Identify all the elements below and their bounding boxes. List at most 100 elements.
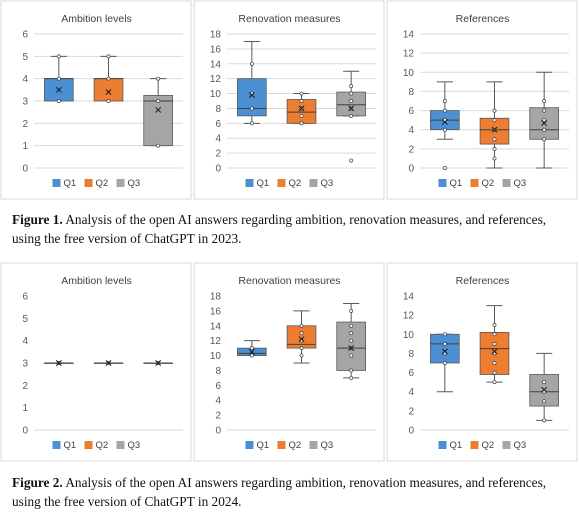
iqr-box: [143, 95, 173, 147]
data-point: [56, 99, 61, 103]
figure-2-caption-text: Analysis of the open AI answers regardin…: [12, 475, 547, 509]
y-tick-label: 0: [408, 164, 414, 175]
data-point: [349, 323, 354, 328]
mean-marker: [348, 105, 355, 112]
data-point: [156, 99, 161, 103]
y-tick-label: 12: [403, 49, 415, 60]
y-tick-label: 2: [215, 411, 221, 422]
y-tick-label: 4: [22, 74, 28, 85]
data-point: [442, 361, 447, 365]
data-point: [106, 99, 111, 103]
data-point: [56, 76, 61, 81]
y-tick-label: 16: [210, 44, 222, 55]
data-point: [249, 106, 254, 111]
y-tick-label: 18: [210, 292, 222, 303]
legend-label: Q2: [482, 178, 495, 189]
figure-2: Ambition levels 0 1 2 3 4 5 6 Q1 Q2 Q3 Renovation …: [0, 262, 579, 521]
legend-label: Q3: [128, 178, 141, 189]
legend-swatch: [277, 441, 286, 449]
mean-marker: [155, 106, 162, 113]
legend-label: Q2: [289, 440, 302, 451]
data-point: [542, 399, 547, 404]
data-point: [442, 166, 447, 170]
legend-label: Q1: [64, 178, 77, 189]
y-tick-label: 8: [408, 87, 414, 98]
data-point: [349, 368, 354, 373]
y-tick-label: 12: [210, 336, 222, 347]
data-point: [349, 375, 354, 380]
box-q2: [479, 305, 510, 385]
data-point: [542, 99, 547, 103]
y-tick-label: 0: [408, 426, 414, 437]
chart-1-1: Ambition levels 0 1 2 3 4 5 6 Q1 Q2 Q3: [0, 0, 193, 200]
chart-1-1-svg: Ambition levels 0 1 2 3 4 5 6 Q1 Q2 Q3: [0, 0, 192, 200]
y-tick-label: 12: [210, 74, 222, 85]
legend-label: Q1: [257, 440, 270, 451]
data-point: [299, 91, 304, 96]
box-q3: [529, 71, 559, 169]
y-tick-label: 18: [210, 30, 222, 41]
y-tick-label: 10: [210, 89, 222, 100]
legend-swatch: [470, 179, 479, 187]
data-point: [492, 322, 497, 327]
box-q1: [44, 54, 74, 103]
legend-item-q1: Q1: [438, 178, 462, 189]
data-point: [249, 353, 254, 358]
chart-1-3-svg: References 0 2 4 6 8 10 12 14 Q1 Q2 Q3: [386, 0, 578, 200]
y-tick-label: 6: [215, 381, 221, 392]
data-point: [299, 113, 304, 118]
y-tick-label: 1: [22, 141, 28, 152]
chart-title: Ambition levels: [61, 13, 132, 25]
data-point: [442, 341, 447, 346]
data-point: [106, 76, 111, 81]
data-point: [492, 370, 497, 375]
figure-2-caption-label: Figure 2.: [12, 475, 63, 490]
legend-label: Q3: [514, 178, 527, 189]
chart-frame: [0, 262, 192, 462]
data-point: [349, 99, 354, 103]
figure-1-caption: Figure 1. Analysis of the open AI answer…: [12, 210, 572, 248]
data-point: [349, 338, 354, 343]
y-tick-label: 5: [22, 52, 28, 63]
box-q2: [93, 360, 124, 366]
mean-marker: [491, 126, 498, 133]
data-point: [349, 91, 354, 96]
y-tick-label: 6: [215, 119, 221, 130]
y-tick-label: 3: [22, 97, 28, 108]
chart-2-1: Ambition levels 0 1 2 3 4 5 6 Q1 Q2 Q3: [0, 262, 193, 462]
y-tick-label: 14: [403, 30, 415, 41]
data-point: [349, 158, 354, 163]
data-point: [299, 323, 304, 328]
legend-item-q1: Q1: [245, 440, 270, 451]
legend-swatch: [438, 441, 447, 449]
legend-swatch: [52, 441, 61, 449]
mean-marker: [348, 345, 355, 352]
data-point: [249, 121, 254, 126]
y-tick-label: 6: [408, 106, 414, 117]
y-tick-label: 2: [408, 144, 414, 155]
legend-swatch: [84, 179, 93, 187]
mean-marker: [105, 360, 112, 366]
y-tick-label: 0: [215, 164, 221, 175]
data-point: [542, 418, 547, 423]
mean-marker: [155, 360, 162, 366]
iqr-box: [286, 99, 317, 124]
legend-swatch: [116, 179, 125, 187]
box-q2: [479, 81, 510, 169]
box-q2: [286, 310, 317, 364]
chart-1-3: References 0 2 4 6 8 10 12 14 Q1 Q2 Q3: [386, 0, 579, 200]
box-q3: [143, 360, 173, 366]
legend-label: Q2: [96, 440, 109, 451]
legend-item-q3: Q3: [502, 178, 527, 189]
chart-title: References: [456, 275, 510, 287]
legend-item-q3: Q3: [116, 440, 140, 451]
mean-marker: [541, 386, 548, 393]
legend-label: Q1: [64, 440, 77, 451]
chart-2-2: Renovation measures 0 2 4 6 8 10 12 14 16 18 Q1 Q2 Q3: [193, 262, 386, 462]
mean-marker: [298, 105, 305, 112]
y-tick-label: 14: [210, 321, 222, 332]
legend-swatch: [309, 179, 318, 187]
legend-swatch: [245, 441, 254, 449]
data-point: [349, 308, 354, 313]
legend-swatch: [309, 441, 318, 449]
